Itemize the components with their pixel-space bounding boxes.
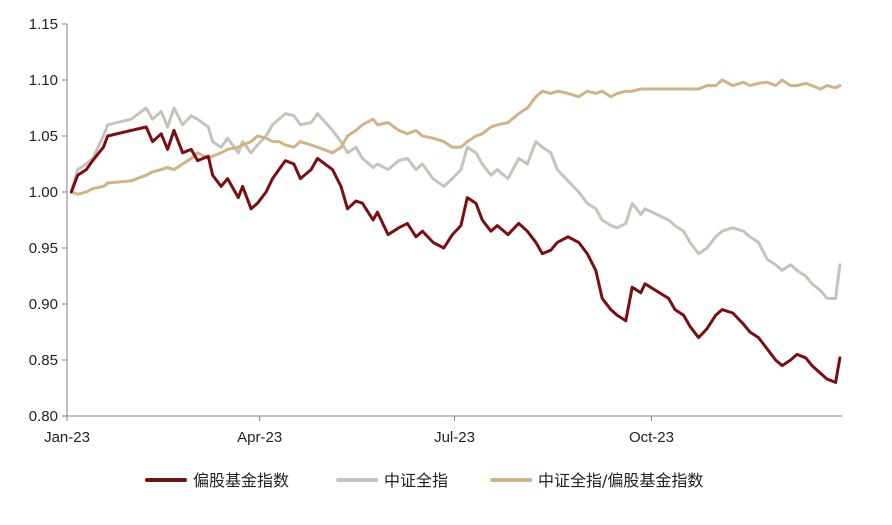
- series-line-2: [69, 106, 842, 300]
- series-line-1: [69, 125, 842, 384]
- x-tick-label: Jan-23: [44, 429, 90, 446]
- legend: 偏股基金指数 中证全指 中证全指/偏股基金指数: [145, 471, 703, 490]
- y-tick-label: 0.90: [29, 296, 58, 313]
- x-tick-label: Oct-23: [629, 429, 674, 446]
- legend-label-1: 偏股基金指数: [193, 471, 289, 490]
- x-tick-label: Jul-23: [434, 429, 475, 446]
- legend-label-2: 中证全指: [384, 471, 448, 490]
- y-tick-label: 1.10: [29, 72, 58, 89]
- series-layer: [69, 78, 842, 384]
- axes: 0.80 0.85 0.90 0.95 1.00 1.05 1.10 1.15 Jan-23 Ap…: [29, 16, 842, 446]
- legend-label-3: 中证全指/偏股基金指数: [538, 471, 703, 490]
- y-tick-label: 0.85: [29, 352, 58, 369]
- y-tick-label: 1.00: [29, 184, 58, 201]
- y-tick-label: 0.95: [29, 240, 58, 257]
- y-tick-label: 1.05: [29, 128, 58, 145]
- x-tick-label: Apr-23: [237, 429, 282, 446]
- y-tick-label: 1.15: [29, 16, 58, 33]
- y-tick-label: 0.80: [29, 408, 58, 425]
